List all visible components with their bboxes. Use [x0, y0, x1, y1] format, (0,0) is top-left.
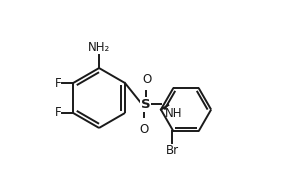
Text: Br: Br — [166, 144, 179, 157]
Text: S: S — [141, 98, 150, 111]
Text: F: F — [55, 76, 61, 90]
Text: NH₂: NH₂ — [88, 41, 110, 54]
Text: O: O — [143, 73, 152, 86]
Text: NH: NH — [165, 106, 182, 120]
Text: O: O — [139, 122, 148, 136]
Text: F: F — [55, 106, 61, 120]
